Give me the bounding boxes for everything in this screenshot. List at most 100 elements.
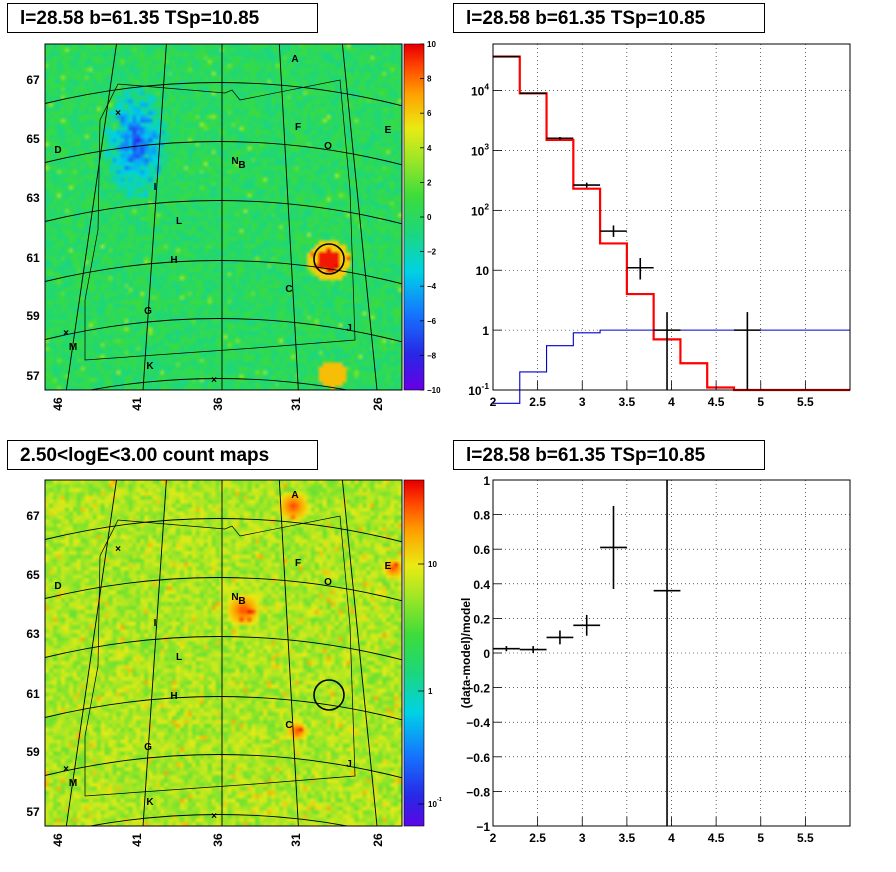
lon-tick-label: 41 [130,833,144,847]
lat-tick-label: 67 [26,509,40,523]
lat-tick-label: 63 [26,627,40,641]
source-label-o: O [324,141,332,152]
source-label-b: B [238,596,245,607]
x-tick-label: 2 [490,395,497,409]
cross-mark: × [115,108,121,119]
y-tick-label: −0.6 [466,751,490,765]
source-label-a: A [291,54,298,65]
lat-tick-label: 61 [26,251,40,265]
ts-map-grid: × × × [45,44,402,390]
roi-outline [84,515,356,797]
y-tick-label: 1 [483,474,490,488]
lon-tick-label: 36 [211,397,225,411]
lon-tick-label: 31 [289,833,303,847]
ts-colorbar [404,44,424,390]
model-step-line [493,55,850,392]
source-label-o: O [324,577,332,588]
lat-tick-label: 57 [26,805,40,819]
source-label-d: D [54,581,61,592]
longitude-line [341,44,378,390]
cross-mark: × [115,544,121,555]
source-label-m: M [69,778,77,789]
lat-tick-label: 65 [26,132,40,146]
lon-tick-label: 31 [289,397,303,411]
colorbar-tick-label: 10-1 [428,797,442,809]
longitude-line [142,480,167,826]
source-label-c: C [285,284,292,295]
y-tick-label: 102 [471,201,489,218]
count-colorbar [404,480,424,826]
colorbar-tick-label: 8 [427,75,432,84]
x-tick-label: 3 [579,395,586,409]
longitude-line [142,44,167,390]
x-tick-label: 2.5 [529,395,546,409]
x-tick-label: 2.5 [529,831,546,845]
source-label-n: N [231,156,238,167]
y-tick-label: 0 [483,647,490,661]
lat-tick-label: 63 [26,191,40,205]
lat-tick-label: 57 [26,369,40,383]
source-label-g: G [144,306,152,317]
lat-tick-label: 61 [26,687,40,701]
source-circle [313,679,345,711]
y-tick-label: −0.8 [466,785,490,799]
x-tick-label: 3 [579,831,586,845]
y-tick-label: 0.8 [473,509,490,523]
x-tick-label: 5.5 [797,395,814,409]
x-tick-label: 5 [757,831,764,845]
colorbar-tick-label: 10 [427,40,436,49]
model-step-line [493,329,850,404]
spectrum-title: l=28.58 b=61.35 TSp=10.85 [453,3,765,33]
lat-tick-label: 59 [26,745,40,759]
colorbar-tick-label: 6 [427,109,432,118]
source-label-c: C [285,720,292,731]
lat-tick-label: 65 [26,568,40,582]
y-tick-label: 1 [482,324,489,338]
longitude-line [278,44,299,390]
cross-mark: × [63,328,69,339]
source-label-d: D [54,145,61,156]
source-label-a: A [291,490,298,501]
colorbar-tick-label: −6 [427,317,437,326]
map-top-title: l=28.58 b=61.35 TSp=10.85 [7,3,318,33]
source-label-g: G [144,742,152,753]
x-tick-label: 2 [490,831,497,845]
count-map-grid: × × × [45,480,402,826]
cross-mark: × [63,764,69,775]
source-label-b: B [238,160,245,171]
longitude-line [341,480,378,826]
y-tick-label: 103 [471,141,489,158]
map-bottom-title: 2.50<logE<3.00 count maps [7,440,318,470]
lon-tick-label: 36 [211,833,225,847]
colorbar-tick-label: −4 [427,282,437,291]
x-tick-label: 4.5 [708,395,725,409]
x-tick-label: 4.5 [708,831,725,845]
lon-tick-label: 41 [130,397,144,411]
source-label-n: N [231,592,238,603]
longitude-line [65,480,117,826]
x-tick-label: 5.5 [797,831,814,845]
colorbar-tick-label: 1 [428,687,433,696]
x-tick-label: 5 [757,395,764,409]
lat-tick-label: 67 [26,73,40,87]
lon-tick-label: 26 [371,833,385,847]
count-map-pixels [45,480,402,826]
source-label-f: F [295,122,301,133]
x-tick-label: 3.5 [619,395,636,409]
colorbar-tick-label: 4 [427,144,432,153]
source-label-h: H [170,255,177,266]
source-circle [313,243,345,275]
x-tick-label: 4 [668,395,675,409]
source-label-f: F [295,558,301,569]
lon-tick-label: 46 [51,833,65,847]
source-label-j: J [346,759,352,770]
source-label-l: L [176,216,182,227]
count-map: × × × 67 65 63 61 59 57 46 41 36 31 26 A B C D E F G H I J K L M N… [26,479,442,847]
source-label-i: I [154,182,157,193]
source-label-h: H [170,691,177,702]
ts-map-pixels [45,44,402,390]
y-tick-label: −0.4 [466,716,490,730]
roi-outline [84,79,356,361]
y-tick-label: 10 [476,264,490,278]
